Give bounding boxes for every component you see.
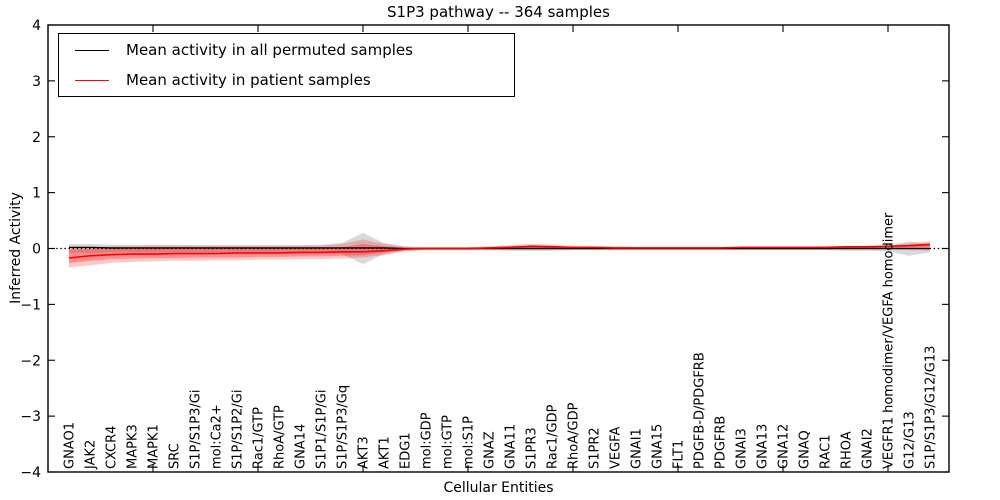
- y-tick-label: 2: [32, 130, 41, 146]
- y-tick-label: −4: [20, 465, 41, 481]
- y-tick-label: 1: [32, 186, 41, 202]
- x-tick-label: PDGFRB: [714, 416, 729, 469]
- x-tick-label: MAPK3: [126, 424, 141, 469]
- x-tick-label: SRC: [168, 443, 183, 469]
- x-tick-label: VEGFR1 homodimer/VEGFA homodimer: [882, 212, 897, 469]
- x-axis-title: Cellular Entities: [443, 480, 554, 496]
- x-tick-label: G12/G13: [903, 411, 918, 469]
- legend-item-permuted: Mean activity in all permuted samples: [59, 36, 514, 64]
- x-tick-label: FLT1: [672, 440, 687, 469]
- y-tick-label: −1: [20, 297, 41, 313]
- chart-title: S1P3 pathway -- 364 samples: [387, 3, 610, 21]
- x-tick-label: GNAZ: [483, 431, 498, 469]
- x-tick-label: S1PR2: [588, 427, 603, 469]
- x-tick-label: EDG1: [399, 432, 414, 469]
- permuted-mean-line: [69, 246, 930, 250]
- x-tick-label: VEGFA: [609, 427, 624, 469]
- x-tick-label: GNAO1: [63, 422, 78, 469]
- legend-label-patient: Mean activity in patient samples: [126, 71, 371, 89]
- x-tick-label: GNA13: [756, 424, 771, 469]
- x-tick-label: GNA11: [504, 424, 519, 469]
- x-tick-label: RHOA: [840, 431, 855, 469]
- patient-line-swatch: [75, 79, 109, 81]
- x-tick-label: mol:Ca2+: [210, 404, 225, 469]
- x-tick-label: MAPK1: [147, 424, 162, 469]
- x-tick-label: GNA15: [651, 424, 666, 469]
- x-tick-label: JAK2: [84, 440, 99, 470]
- legend-label-permuted: Mean activity in all permuted samples: [126, 41, 413, 59]
- x-tick-label: AKT3: [357, 436, 372, 469]
- x-tick-label: AKT1: [378, 436, 393, 469]
- patient-confidence-band-outer: [69, 239, 930, 268]
- x-tick-label: CXCR4: [105, 426, 120, 469]
- x-tick-label: S1P/S1P3/Gq: [336, 385, 351, 469]
- y-tick-label: 0: [32, 242, 41, 258]
- x-tick-label: GNAI1: [630, 428, 645, 469]
- x-tick-label: GNAQ: [798, 430, 813, 469]
- x-tick-label: mol:GTP: [441, 415, 456, 469]
- x-tick-label: mol:S1P: [462, 416, 477, 469]
- x-tick-label: GNAI3: [735, 428, 750, 469]
- x-tick-label: Rac1/GDP: [546, 404, 561, 469]
- x-tick-label: S1P/S1P3/Gi: [189, 390, 204, 469]
- x-tick-label: RAC1: [819, 434, 834, 469]
- x-tick-label: GNA14: [294, 424, 309, 469]
- y-tick-label: −3: [20, 409, 41, 425]
- x-tick-label: mol:GDP: [420, 412, 435, 469]
- y-tick-label: −2: [20, 353, 41, 369]
- x-tick-label: S1P1/S1P/Gi: [315, 390, 330, 469]
- patient-mean-line: [68, 243, 931, 259]
- permuted-line-swatch: [75, 49, 109, 51]
- x-tick-label: S1P/S1P3/G12/G13: [924, 346, 939, 469]
- x-tick-label: RhoA/GTP: [273, 405, 288, 469]
- x-tick-label: S1PR3: [525, 427, 540, 469]
- x-tick-label: GNAI2: [861, 428, 876, 469]
- x-tick-label: GNA12: [777, 424, 792, 469]
- y-tick-label: 3: [32, 74, 41, 90]
- x-tick-label: PDGFB-D/PDGFRB: [693, 352, 708, 469]
- y-axis-title: Inferred Activity: [8, 192, 24, 304]
- x-tick-label: S1P/S1P2/Gi: [231, 390, 246, 469]
- x-tick-label: Rac1/GTP: [252, 407, 267, 469]
- x-tick-label: RhoA/GDP: [567, 402, 582, 469]
- legend-item-patient: Mean activity in patient samples: [59, 66, 514, 94]
- y-tick-label: 4: [32, 18, 41, 34]
- legend-box: Mean activity in all permuted samples Me…: [58, 33, 515, 97]
